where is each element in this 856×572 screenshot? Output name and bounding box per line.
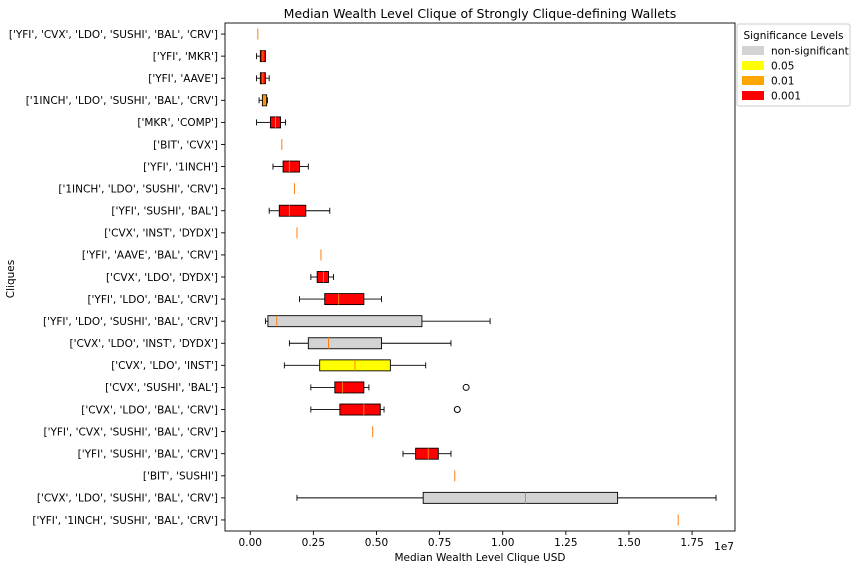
clique-box-group [264,315,491,328]
x-tick-label: 1.75 [680,537,703,549]
legend-swatch [742,46,764,55]
clique-box-group [288,337,452,350]
iqr-box [415,447,439,460]
clique-box-group [310,403,461,416]
y-tick-label: ['YFI', 'MKR'] [153,51,218,63]
iqr-box [267,315,423,328]
clique-box-group [310,381,470,394]
outlier-point [462,383,470,391]
x-axis: 0.00 0.25 0.50 0.75 1.00 1.25 1.50 1.75 [239,531,704,549]
legend-label: 0.01 [771,76,794,88]
legend-swatch [742,91,764,100]
y-tick-label: ['YFI', 'SUSHI', 'BAL', 'CRV'] [78,448,218,460]
clique-box-group [256,50,266,63]
chart-title: Median Wealth Level Clique of Strongly C… [284,6,677,21]
y-tick-label: ['YFI', 'LDO', 'BAL', 'CRV'] [87,294,218,306]
legend-label: non-significant [771,46,849,58]
iqr-box [422,491,619,504]
y-tick-label: ['1INCH', 'LDO', 'SUSHI', 'BAL', 'CRV'] [26,95,218,107]
legend-title: Significance Levels [743,30,843,42]
x-axis-label: Median Wealth Level Clique USD [395,552,566,564]
x-tick-label: 1.00 [491,537,514,549]
clique-box-group [256,72,270,85]
y-tick-label: ['CVX', 'SUSHI', 'BAL'] [105,382,218,394]
y-tick-label: ['YFI', 'CVX', 'LDO', 'SUSHI', 'BAL', 'C… [9,29,218,41]
clique-box-group [299,293,382,306]
legend-swatch [742,61,764,70]
x-tick-label: 1.50 [617,537,640,549]
y-tick-label: ['BIT', 'CVX'] [153,139,218,151]
x-tick-label: 0.25 [302,537,325,549]
outlier-point [453,406,461,414]
y-tick-label: ['YFI', '1INCH', 'SUSHI', 'BAL', 'CRV'] [32,515,218,527]
clique-box-group [258,94,268,107]
y-tick-label: ['BIT', 'SUSHI'] [143,471,218,483]
y-tick-label: ['CVX', 'LDO', 'DYDX'] [106,272,218,284]
y-axis-label: Cliques [5,260,17,298]
y-tick-label: ['CVX', 'LDO', 'SUSHI', 'BAL', 'CRV'] [37,493,218,505]
x-tick-label: 0.50 [365,537,388,549]
iqr-box [324,293,365,306]
y-tick-label: ['YFI', '1INCH'] [143,161,218,173]
y-tick-label: ['CVX', 'INST', 'DYDX'] [104,228,218,240]
x-tick-label: 0.00 [239,537,262,549]
plot-area [224,22,736,532]
y-tick-label: ['CVX', 'LDO', 'INST', 'DYDX'] [70,338,218,350]
iqr-box [307,337,382,350]
clique-box-group [268,204,331,217]
clique-box-group [296,491,717,504]
y-tick-label: ['CVX', 'LDO', 'INST'] [111,360,218,372]
legend-label: 0.05 [771,61,794,73]
iqr-box [334,381,365,394]
clique-box-group [283,359,427,372]
y-tick-label: ['YFI', 'SUSHI', 'BAL'] [111,206,218,218]
y-tick-label: ['MKR', 'COMP'] [137,117,218,129]
iqr-box [339,403,381,416]
iqr-box [278,204,307,217]
y-tick-label: ['1INCH', 'LDO', 'SUSHI', 'CRV'] [58,183,218,195]
iqr-box [282,160,300,173]
legend-swatch [742,76,764,85]
boxes [256,28,717,526]
x-tick-label: 1.25 [554,537,577,549]
y-tick-label: ['YFI', 'CVX', 'SUSHI', 'BAL', 'CRV'] [44,426,219,438]
y-tick-label: ['YFI', 'AAVE', 'BAL', 'CRV'] [82,250,218,262]
clique-box-group [402,447,452,460]
x-axis-offset-label: 1e7 [714,541,734,553]
legend: Significance Levels non-significant 0.05 0… [736,23,851,107]
legend-frame [736,23,851,107]
y-tick-label: ['CVX', 'LDO', 'BAL', 'CRV'] [81,404,218,416]
y-axis: ['YFI', 'CVX', 'LDO', 'SUSHI', 'BAL', 'C… [9,29,225,527]
clique-box-group [272,160,309,173]
y-tick-label: ['YFI', 'LDO', 'SUSHI', 'BAL', 'CRV'] [43,316,218,328]
iqr-box [316,271,329,283]
y-tick-label: ['YFI', 'AAVE'] [148,73,218,85]
legend-label: 0.001 [771,91,801,103]
clique-box-group [310,271,335,283]
clique-box-group [256,116,287,129]
x-tick-label: 0.75 [428,537,451,549]
